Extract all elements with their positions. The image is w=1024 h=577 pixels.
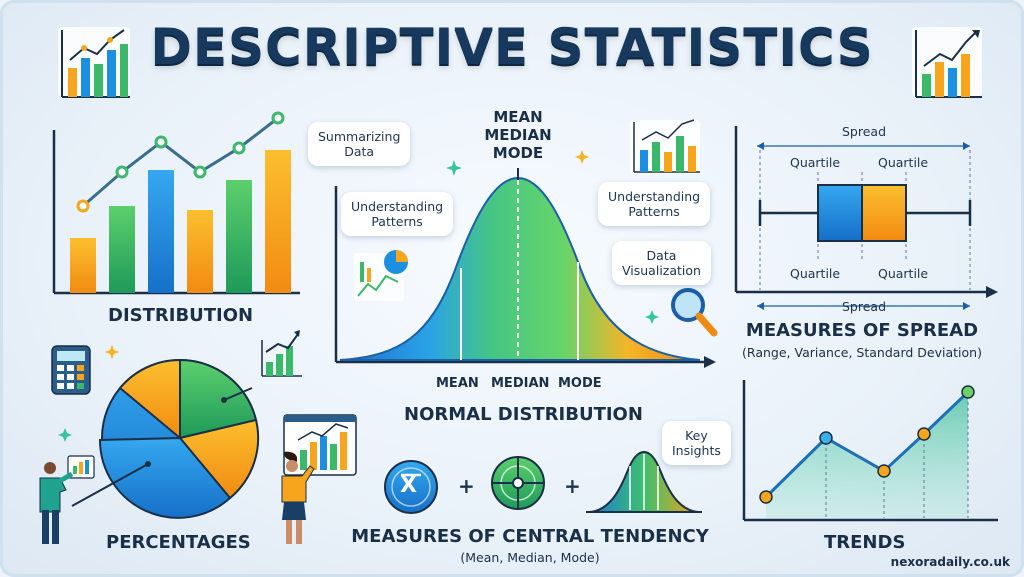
slice bbox=[118, 358, 181, 441]
bar-chart-icon bbox=[58, 27, 130, 98]
bubble-line: Patterns bbox=[628, 204, 680, 219]
sparkle-icon bbox=[105, 150, 589, 359]
point bbox=[154, 135, 168, 149]
point bbox=[877, 464, 891, 478]
presenter-icon bbox=[281, 414, 357, 544]
slice bbox=[179, 358, 258, 440]
central-tendency-sublabel: (Mean, Median, Mode) bbox=[460, 550, 600, 565]
spread-bottom-label: Spread bbox=[841, 299, 887, 314]
point bbox=[193, 165, 207, 179]
bubble-line: Understanding bbox=[351, 199, 444, 214]
plus-sign: + bbox=[458, 474, 475, 498]
slice bbox=[98, 436, 232, 519]
point bbox=[917, 427, 931, 441]
mean-symbol: X bbox=[400, 473, 417, 498]
percentages-label: PERCENTAGES bbox=[106, 532, 251, 553]
point bbox=[759, 490, 773, 504]
plus-sign: + bbox=[564, 474, 581, 498]
bubble-line: Visualization bbox=[622, 263, 701, 278]
data-visualization-bubble: Data Visualization bbox=[612, 241, 711, 285]
mode-icon bbox=[586, 450, 702, 513]
bar-chart-icon bbox=[912, 27, 982, 98]
bar bbox=[226, 180, 252, 293]
point bbox=[819, 431, 833, 445]
trends-chart bbox=[742, 380, 998, 522]
mean-icon bbox=[384, 460, 438, 514]
point bbox=[115, 165, 129, 179]
bar-chart-icon bbox=[630, 119, 700, 174]
understanding-patterns-bubble: Understanding Patterns bbox=[598, 182, 711, 226]
median-top-label: MEDIAN bbox=[484, 126, 552, 144]
spread-top-label: Spread bbox=[841, 124, 887, 139]
box-plot bbox=[734, 126, 998, 310]
bar bbox=[148, 170, 174, 293]
bubble-line: Insights bbox=[672, 443, 721, 458]
bubble-line: Data bbox=[646, 248, 677, 263]
understanding-patterns-bubble: Understanding Patterns bbox=[341, 192, 454, 236]
bubble-line: Key bbox=[685, 428, 708, 443]
bubble-line: Patterns bbox=[371, 214, 423, 229]
quartile-label: Quartile bbox=[878, 155, 929, 170]
normal-distribution-label: NORMAL DISTRIBUTION bbox=[404, 404, 643, 425]
point bbox=[271, 111, 285, 125]
median-axis-label: MEDIAN bbox=[491, 376, 550, 391]
mode-axis-label: MODE bbox=[558, 376, 602, 391]
normal-top-labels: MEAN MEDIAN MODE bbox=[484, 108, 585, 162]
presenter-icon bbox=[39, 455, 95, 544]
distribution-chart bbox=[52, 111, 300, 295]
distribution-label: DISTRIBUTION bbox=[108, 305, 254, 326]
slice bbox=[178, 418, 260, 500]
spread-label: MEASURES OF SPREAD bbox=[745, 320, 979, 341]
bar-chart-icon bbox=[261, 330, 302, 377]
calculator-icon bbox=[51, 345, 91, 395]
central-tendency-label: MEASURES OF CENTRAL TENDENCY bbox=[351, 526, 709, 547]
sparkle-icon bbox=[58, 160, 659, 442]
bar bbox=[187, 210, 213, 293]
footer-source: nexoradaily.co.uk bbox=[890, 555, 1010, 569]
quartile-label: Quartile bbox=[790, 155, 841, 170]
key-insights-bubble: Key Insights bbox=[662, 421, 731, 465]
page-title: DESCRIPTIVE STATISTICS bbox=[150, 18, 874, 76]
bubble-line: Summarizing bbox=[318, 129, 401, 144]
point bbox=[76, 199, 90, 213]
spread-sublabel: (Range, Variance, Standard Deviation) bbox=[742, 345, 982, 360]
point bbox=[961, 385, 975, 399]
normal-distribution-chart bbox=[334, 168, 716, 368]
bubble-line: Understanding bbox=[608, 189, 701, 204]
magnifier-icon bbox=[671, 288, 718, 337]
bar bbox=[70, 238, 96, 293]
bubble-line: Data bbox=[344, 144, 375, 159]
percentages-pie-chart bbox=[98, 358, 260, 519]
pie-chart-icon bbox=[354, 250, 408, 301]
bar bbox=[265, 150, 291, 293]
quartile-label: Quartile bbox=[790, 266, 841, 281]
mean-top-label: MEAN bbox=[493, 108, 543, 126]
mode-top-label: MODE bbox=[492, 144, 544, 162]
mean-axis-label: MEAN bbox=[436, 376, 479, 391]
median-icon bbox=[491, 456, 545, 510]
trends-label: TRENDS bbox=[824, 532, 906, 553]
quartile-label: Quartile bbox=[878, 266, 929, 281]
summarizing-data-bubble: Summarizing Data bbox=[308, 122, 411, 166]
bar bbox=[109, 206, 135, 293]
point bbox=[232, 141, 246, 155]
